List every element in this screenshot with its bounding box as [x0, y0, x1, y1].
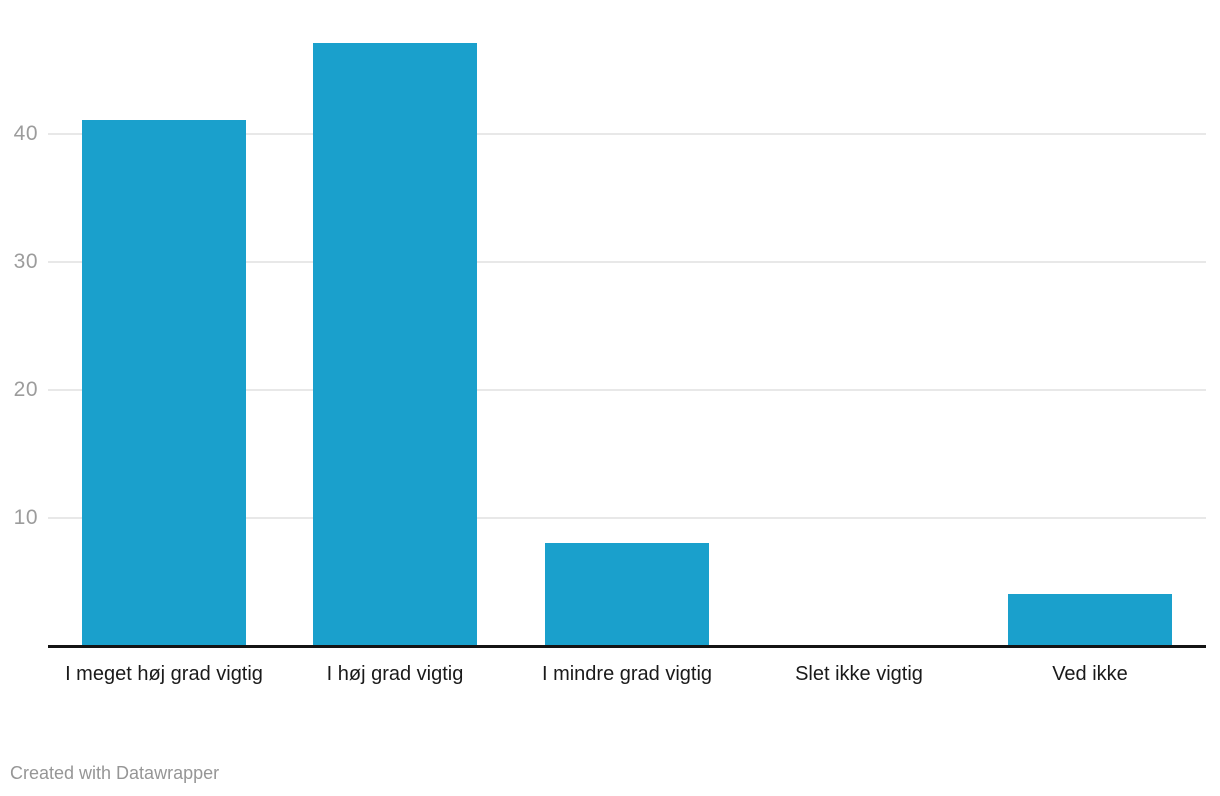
y-gridline	[48, 261, 1206, 263]
y-axis-tick-label: 40	[13, 122, 38, 145]
bar-chart-plot-area: 10 20 30 40 I meget høj grad vigtig I høj gra…	[13, 43, 1206, 685]
x-axis-category-label: I mindre grad vigtig	[541, 663, 713, 685]
bar-i-mindre-grad-vigtig	[545, 543, 709, 645]
x-axis-category-label: I høj grad vigtig	[326, 663, 464, 685]
x-axis-category-label: I meget høj grad vigtig	[65, 663, 263, 685]
bar-i-meget-h-j-grad-vigtig	[82, 120, 246, 645]
y-axis-tick-label: 10	[13, 506, 38, 529]
y-gridline	[48, 133, 1206, 135]
y-gridline	[48, 517, 1206, 519]
x-axis-line	[48, 645, 1206, 648]
y-gridline	[48, 389, 1206, 391]
y-axis-tick-label: 20	[13, 378, 38, 401]
y-axis-tick-label: 30	[13, 250, 38, 273]
bar-ved-ikke	[1008, 594, 1172, 645]
datawrapper-credit-link[interactable]: Created with Datawrapper	[10, 763, 220, 783]
x-axis-category-label: Slet ikke vigtig	[795, 663, 923, 685]
x-axis-category-label: Ved ikke	[1052, 663, 1128, 685]
bar-i-h-j-grad-vigtig	[313, 43, 477, 645]
